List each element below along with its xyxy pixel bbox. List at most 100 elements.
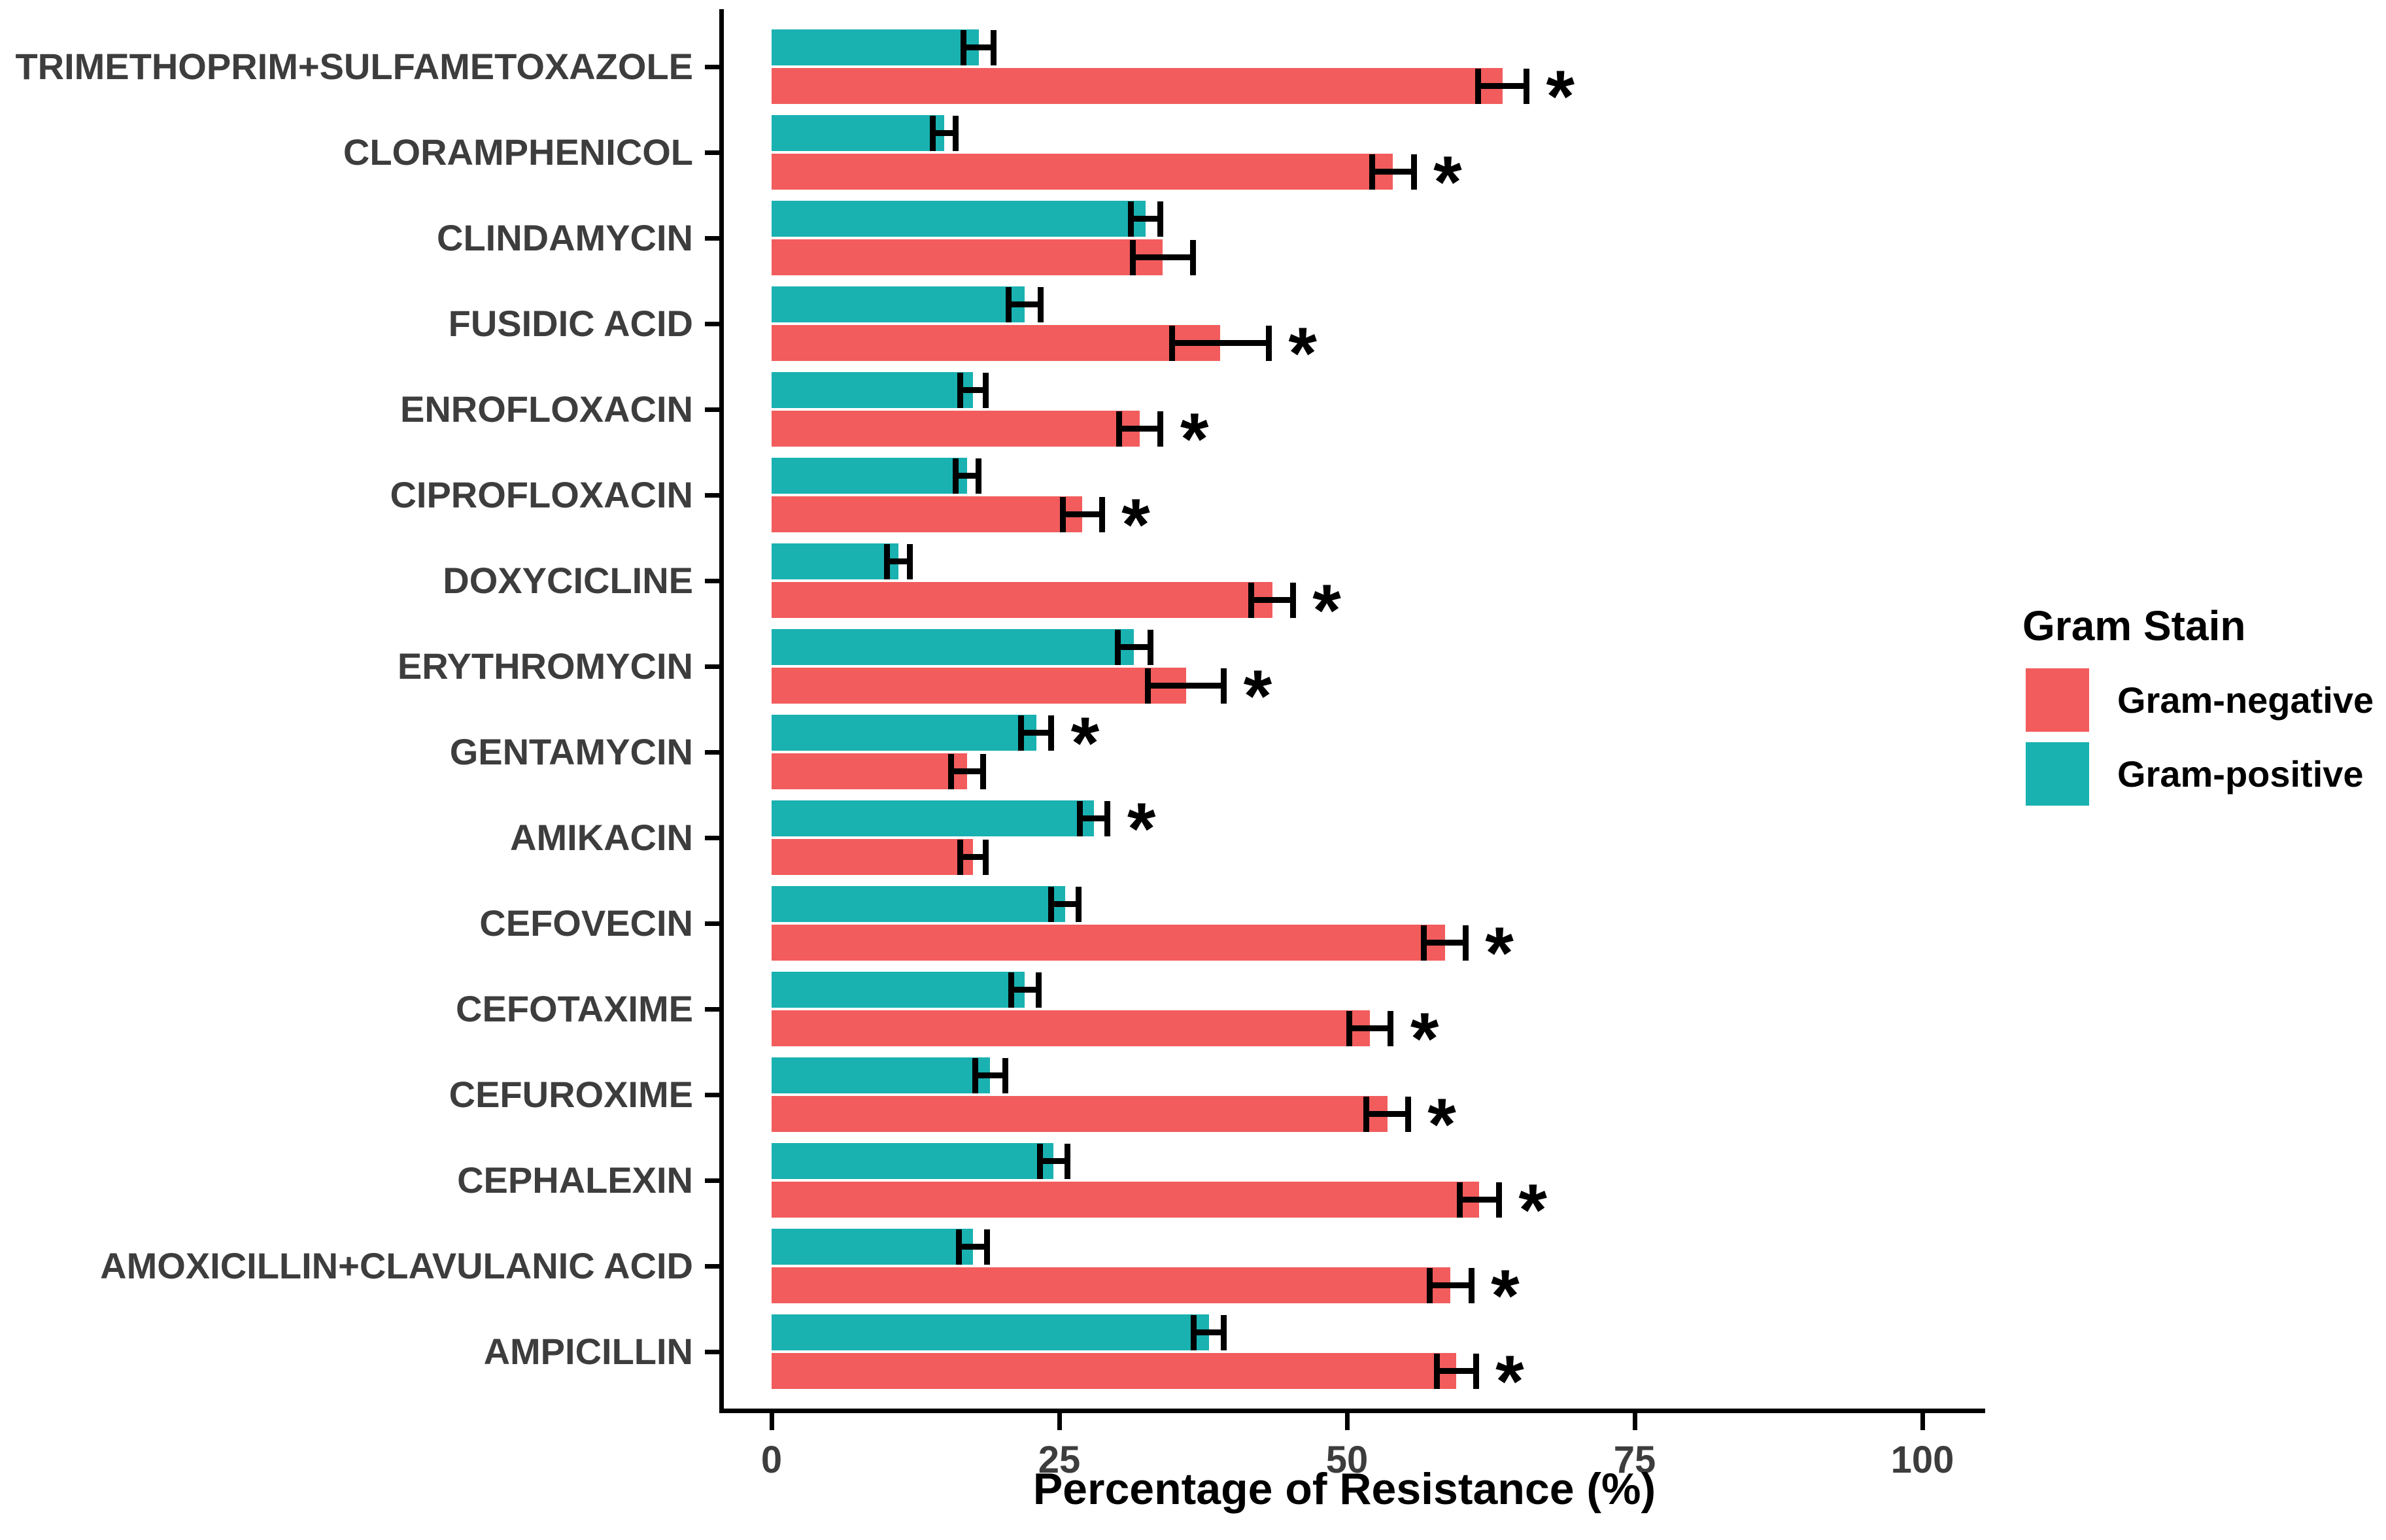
error-bar-cap bbox=[1064, 1143, 1070, 1179]
error-bar-line bbox=[1478, 83, 1527, 89]
error-bar-cap bbox=[1265, 325, 1272, 361]
bar-gram-positive bbox=[772, 715, 1036, 751]
x-tick bbox=[1633, 1413, 1637, 1430]
error-bar-cap bbox=[1145, 668, 1151, 704]
error-bar-cap bbox=[1035, 972, 1042, 1008]
y-tick bbox=[705, 1264, 719, 1269]
category-label: DOXYCICLINE bbox=[443, 560, 693, 601]
error-bar-cap bbox=[1473, 1353, 1479, 1389]
significance-asterisk: * bbox=[1485, 912, 1514, 994]
y-tick bbox=[705, 493, 719, 498]
significance-asterisk: * bbox=[1070, 702, 1100, 784]
error-bar-cap bbox=[1147, 629, 1153, 665]
bar-gram-negative bbox=[772, 325, 1221, 361]
bar-gram-negative bbox=[772, 154, 1393, 190]
error-bar-cap bbox=[953, 115, 959, 151]
x-tick-label: 0 bbox=[760, 1439, 783, 1481]
error-bar-cap bbox=[1157, 411, 1164, 447]
category-label: GENTAMYCIN bbox=[449, 731, 693, 772]
bar-gram-positive bbox=[772, 201, 1146, 237]
error-bar-cap bbox=[972, 1057, 979, 1093]
error-bar-cap bbox=[1130, 239, 1136, 275]
significance-asterisk: * bbox=[1427, 1083, 1456, 1165]
error-bar-cap bbox=[1189, 239, 1196, 275]
error-bar-cap bbox=[1462, 925, 1469, 961]
category-label: AMIKACIN bbox=[510, 817, 693, 858]
significance-asterisk: * bbox=[1127, 787, 1156, 870]
error-bar-cap bbox=[1077, 800, 1083, 836]
x-tick-label: 75 bbox=[1613, 1439, 1656, 1481]
error-bar-cap bbox=[906, 543, 913, 579]
error-bar-cap bbox=[1388, 1010, 1394, 1046]
y-tick bbox=[705, 921, 719, 926]
error-bar-line bbox=[1040, 1158, 1068, 1164]
category-label: CEPHALEXIN bbox=[457, 1159, 693, 1201]
error-bar-cap bbox=[883, 543, 890, 579]
error-bar-line bbox=[1251, 597, 1293, 603]
error-bar-cap bbox=[957, 372, 964, 408]
legend-label-gram-positive: Gram-positive bbox=[2117, 753, 2364, 795]
category-label: CIPROFLOXACIN bbox=[390, 474, 693, 515]
error-bar-cap bbox=[1008, 972, 1014, 1008]
x-tick bbox=[1920, 1413, 1925, 1430]
error-bar-cap bbox=[991, 29, 997, 65]
error-bar-line bbox=[963, 44, 994, 50]
bar-gram-positive bbox=[772, 1143, 1054, 1179]
significance-asterisk: * bbox=[1410, 997, 1439, 1080]
category-label: AMPICILLIN bbox=[483, 1331, 693, 1372]
significance-asterisk: * bbox=[1433, 141, 1462, 223]
bar-gram-positive bbox=[772, 972, 1025, 1008]
error-bar-cap bbox=[1289, 582, 1296, 618]
error-bar-line bbox=[960, 854, 986, 860]
x-axis-line bbox=[719, 1409, 1985, 1413]
significance-asterisk: * bbox=[1495, 1340, 1524, 1422]
category-label: CEFUROXIME bbox=[449, 1074, 693, 1115]
y-axis-line bbox=[719, 9, 724, 1413]
bar-gram-positive bbox=[772, 629, 1134, 665]
error-bar-line bbox=[887, 558, 910, 564]
bar-gram-positive bbox=[772, 29, 979, 65]
legend-title: Gram Stain bbox=[2022, 602, 2246, 649]
category-label: FUSIDIC ACID bbox=[448, 303, 693, 344]
category-label: ENROFLOXACIN bbox=[400, 388, 693, 430]
error-bar-line bbox=[1423, 940, 1466, 946]
error-bar-line bbox=[1366, 1111, 1408, 1117]
error-bar-cap bbox=[982, 372, 989, 408]
y-tick bbox=[705, 1178, 719, 1183]
error-bar-cap bbox=[1421, 925, 1427, 961]
category-label: CEFOVECIN bbox=[479, 902, 693, 944]
category-label: ERYTHROMYCIN bbox=[397, 645, 693, 687]
bar-gram-negative bbox=[772, 1096, 1388, 1132]
significance-asterisk: * bbox=[1491, 1254, 1520, 1337]
y-tick bbox=[705, 1007, 719, 1012]
x-axis-title: Percentage of Resistance (%) bbox=[1032, 1464, 1656, 1514]
significance-asterisk: * bbox=[1121, 483, 1150, 566]
error-bar-line bbox=[1080, 815, 1108, 821]
bar-gram-positive bbox=[772, 458, 968, 494]
significance-asterisk: * bbox=[1288, 312, 1317, 394]
error-bar-cap bbox=[948, 753, 955, 789]
category-label: TRIMETHOPRIM+SULFAMETOXAZOLE bbox=[15, 46, 693, 87]
error-bar-line bbox=[955, 473, 979, 479]
significance-asterisk: * bbox=[1243, 655, 1272, 737]
x-tick bbox=[1057, 1413, 1062, 1430]
significance-asterisk: * bbox=[1180, 398, 1209, 480]
error-bar-cap bbox=[1427, 1267, 1433, 1303]
error-bar-cap bbox=[1363, 1096, 1370, 1132]
error-bar-cap bbox=[1475, 68, 1482, 104]
error-bar-line bbox=[1459, 1197, 1499, 1203]
bar-gram-positive bbox=[772, 543, 898, 579]
y-tick bbox=[705, 65, 719, 69]
significance-asterisk: * bbox=[1518, 1169, 1547, 1251]
error-bar-line bbox=[1349, 1025, 1391, 1031]
bar-gram-negative bbox=[772, 239, 1163, 275]
bar-gram-negative bbox=[772, 411, 1140, 447]
error-bar-cap bbox=[961, 29, 967, 65]
category-label: CEFOTAXIME bbox=[456, 988, 693, 1029]
y-tick bbox=[705, 664, 719, 669]
bar-gram-negative bbox=[772, 1182, 1480, 1218]
legend-swatch-gram-positive bbox=[2026, 742, 2089, 806]
error-bar-cap bbox=[1221, 668, 1227, 704]
error-bar-cap bbox=[1369, 154, 1376, 190]
error-bar-cap bbox=[1104, 800, 1111, 836]
